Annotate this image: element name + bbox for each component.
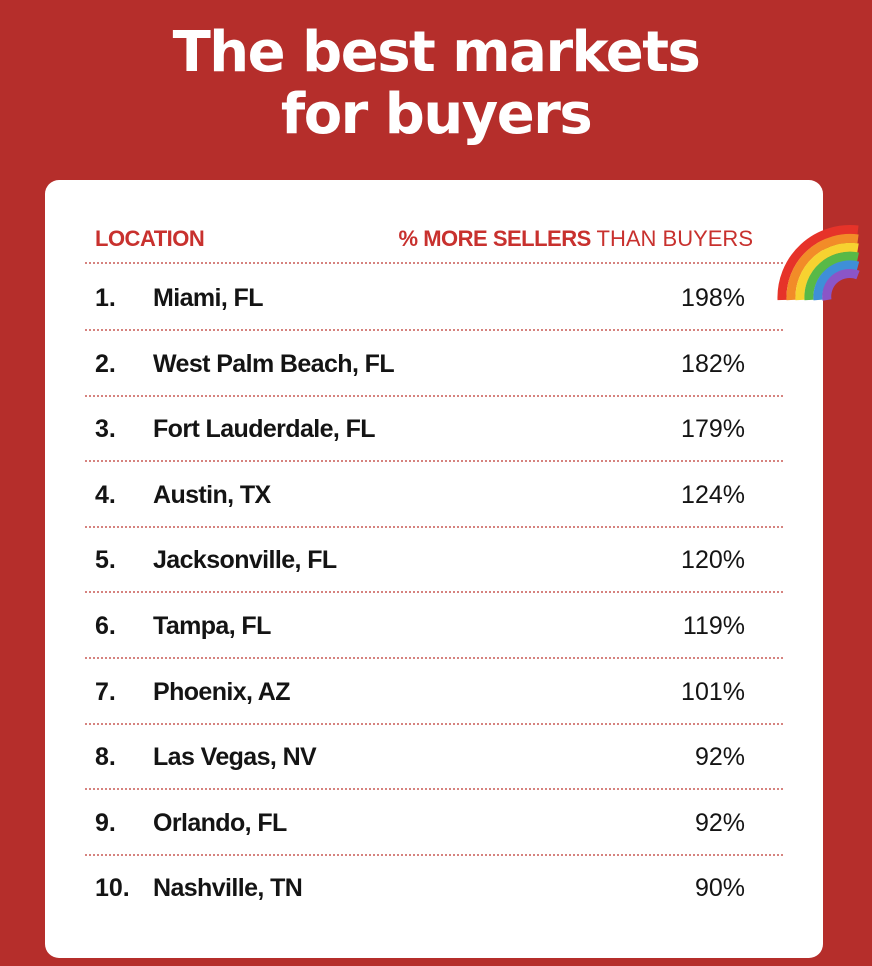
row-divider: [85, 460, 783, 463]
row-value: 92%: [694, 808, 745, 837]
row-location: Austin, TX: [153, 480, 271, 509]
row-divider: [85, 657, 783, 659]
row-rank: 9.: [95, 808, 116, 837]
column-header-location: LOCATION: [95, 226, 205, 251]
row-rank: 5.: [95, 546, 116, 575]
row-divider: [85, 329, 783, 331]
row-divider: [85, 591, 783, 594]
table-header: LOCATION % MORE SELLERS THAN BUYERS: [95, 224, 753, 254]
row-location: Fort Lauderdale, FL: [153, 415, 376, 444]
row-location: Miami, FL: [153, 284, 263, 312]
column-header-metric-rest: THAN BUYERS: [596, 226, 753, 251]
row-location: Tampa, FL: [153, 612, 271, 640]
row-value: 101%: [681, 677, 745, 706]
row-rank: 3.: [95, 415, 116, 444]
table-row: 3. Fort Lauderdale, FL 179%: [95, 409, 745, 449]
table-row: 9. Orlando, FL 92%: [95, 803, 745, 843]
row-value: 124%: [681, 480, 745, 509]
row-divider: [85, 722, 783, 725]
row-location: West Palm Beach, FL: [153, 349, 395, 378]
header-divider: [85, 262, 783, 264]
row-divider: [85, 394, 783, 397]
table-row: 10. Nashville, TN 90%: [95, 868, 745, 908]
row-value: 90%: [694, 874, 745, 903]
title-line-2: for buyers: [280, 82, 593, 147]
row-location: Las Vegas, NV: [153, 743, 317, 772]
table-row: 4. Austin, TX 124%: [95, 475, 745, 515]
row-value: 182%: [681, 349, 745, 378]
row-rank: 8.: [95, 743, 116, 772]
table-row: 6. Tampa, FL 119%: [95, 606, 745, 646]
table-row: 1. Miami, FL 198%: [95, 278, 745, 318]
results-table-card: LOCATION % MORE SELLERS THAN BUYERS 1. Mi…: [45, 180, 823, 958]
row-value: 92%: [694, 743, 745, 772]
row-rank: 4.: [95, 480, 116, 509]
row-value: 119%: [682, 612, 745, 640]
row-value: 198%: [681, 284, 745, 312]
row-location: Jacksonville, FL: [153, 546, 337, 575]
table-row: 5. Jacksonville, FL 120%: [95, 540, 745, 580]
table-row: 2. West Palm Beach, FL 182%: [95, 344, 745, 384]
row-rank: 6.: [95, 612, 116, 640]
table-row: 7. Phoenix, AZ 101%: [95, 672, 745, 712]
rainbow-icon: [777, 225, 860, 301]
row-location: Nashville, TN: [153, 874, 303, 903]
row-divider: [85, 788, 783, 791]
row-divider: [85, 525, 783, 528]
row-location: Orlando, FL: [153, 808, 287, 837]
column-header-metric: % MORE SELLERS THAN BUYERS: [399, 224, 753, 254]
row-rank: 2.: [95, 349, 116, 378]
row-rank: 1.: [95, 284, 116, 312]
row-rank: 7.: [95, 677, 116, 706]
column-header-metric-bold: % MORE SELLERS: [398, 226, 592, 251]
table-row: 8. Las Vegas, NV 92%: [95, 737, 745, 777]
title-line-1: The best markets: [172, 20, 701, 85]
row-location: Phoenix, AZ: [153, 677, 291, 706]
row-rank: 10.: [95, 874, 130, 903]
row-value: 179%: [681, 415, 745, 444]
row-divider: [85, 853, 783, 856]
page-title: The best markets for buyers: [0, 22, 872, 146]
row-value: 120%: [681, 546, 745, 575]
